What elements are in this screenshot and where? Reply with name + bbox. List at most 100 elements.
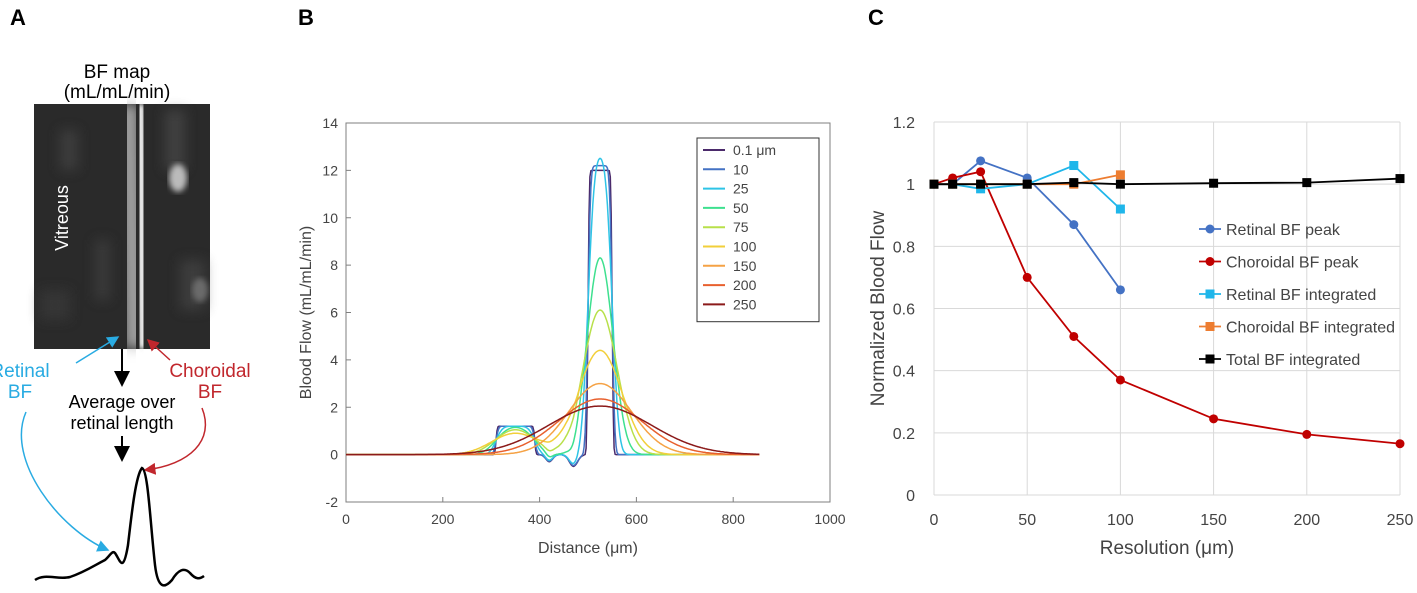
data-point-total-bf-integrated	[1302, 178, 1312, 188]
x-tick-label: 400	[528, 511, 552, 527]
data-point-retinal-bf-integrated	[1115, 204, 1125, 214]
legend-label: 25	[733, 181, 749, 197]
data-point-choroidal-bf-peak	[1069, 331, 1079, 341]
series-line-150	[346, 382, 760, 456]
retinal-bf-label-1: Retinal	[0, 361, 50, 382]
legend-swatch-marker	[1205, 224, 1215, 234]
y-tick-label: 0	[330, 447, 338, 463]
data-point-choroidal-bf-peak	[1302, 429, 1312, 439]
series-line-100	[346, 349, 760, 456]
y-tick-label: 1	[906, 177, 915, 194]
series-line-total-bf-integrated	[934, 177, 1401, 186]
panel-c-legend: Retinal BF peak Choroidal BF peak Retinal …	[1199, 222, 1395, 369]
legend-label: 150	[733, 258, 757, 274]
x-tick-label: 250	[1387, 512, 1414, 529]
legend-label: Choroidal BF integrated	[1226, 320, 1395, 337]
y-tick-label: 6	[330, 305, 338, 321]
panel-c-grid	[933, 121, 1401, 496]
y-tick-label: 8	[330, 257, 338, 273]
y-axis-label: Blood Flow (mL/mL/min)	[298, 226, 315, 399]
bf-profile-curve	[34, 466, 205, 587]
retinal-profile-arrow	[20, 411, 110, 552]
data-point-choroidal-bf-peak	[1209, 414, 1219, 424]
legend-label: 50	[733, 200, 749, 216]
panel-b-legend: 0.1 μm 10 25 50 75 100 150 200 250	[696, 137, 820, 323]
choroidal-bf-label-2: BF	[198, 382, 222, 403]
legend-box	[696, 137, 820, 323]
y-tick-label: 0.2	[893, 426, 915, 443]
data-point-total-bf-integrated	[1069, 178, 1079, 188]
legend-label: 100	[733, 239, 757, 255]
data-point-total-bf-integrated	[929, 179, 939, 189]
choroidal-bf-label-1: Choroidal	[169, 361, 250, 382]
choroidal-profile-arrow	[143, 407, 207, 475]
data-point-choroidal-bf-integrated	[1115, 170, 1125, 180]
choroidal-pointer-arrow	[146, 338, 171, 361]
x-tick-label: 0	[930, 512, 939, 529]
y-tick-label: 2	[330, 399, 338, 415]
data-point-retinal-bf-peak	[976, 156, 986, 166]
data-point-retinal-bf-integrated	[976, 184, 986, 194]
vitreous-label: Vitreous	[52, 185, 72, 251]
legend-label: 10	[733, 161, 749, 177]
data-point-retinal-bf-integrated	[1069, 161, 1079, 171]
legend-label: 200	[733, 277, 757, 293]
data-point-total-bf-integrated	[1209, 178, 1219, 188]
x-tick-label: 1000	[814, 511, 845, 527]
x-tick-label: 600	[625, 511, 649, 527]
x-tick-label: 150	[1200, 512, 1227, 529]
legend-label: Retinal BF integrated	[1226, 287, 1376, 304]
retinal-pointer-arrow	[75, 336, 120, 364]
average-label-2: retinal length	[70, 413, 173, 433]
x-tick-label: 100	[1107, 512, 1134, 529]
x-tick-label: 0	[342, 511, 350, 527]
legend-swatch-marker	[1205, 257, 1215, 266]
data-point-total-bf-integrated	[1395, 174, 1405, 184]
data-point-total-bf-integrated	[976, 179, 986, 189]
x-tick-label: 200	[431, 511, 455, 527]
legend-swatch-marker	[1205, 322, 1215, 331]
data-point-choroidal-bf-peak	[1022, 272, 1032, 282]
panel-c: C 0 50 100 150 200 250 0 0.2 0.4 0.6 0.8 1 1.2 Resolu…	[868, 5, 1413, 559]
data-point-choroidal-bf-peak	[1115, 375, 1125, 385]
x-tick-label: 800	[722, 511, 746, 527]
series-line-250	[346, 405, 760, 456]
y-axis-label: Normalized Blood Flow	[868, 211, 889, 407]
bf-map-unit: (mL/mL/min)	[64, 82, 171, 103]
legend-label: Total BF integrated	[1226, 352, 1360, 369]
series-line-choroidal-bf-peak	[933, 170, 1401, 445]
legend-swatch-marker	[1205, 354, 1215, 364]
y-tick-label: 14	[322, 115, 338, 131]
y-tick-label: 4	[330, 352, 338, 368]
retinal-bf-label-2: BF	[8, 382, 32, 403]
legend-label: 0.1 μm	[733, 142, 776, 158]
y-tick-label: 0.8	[893, 239, 915, 256]
data-point-total-bf-integrated	[948, 179, 958, 189]
y-tick-label: 0.6	[893, 302, 915, 319]
y-tick-label: 12	[322, 162, 338, 178]
data-point-retinal-bf-peak	[1115, 285, 1125, 295]
y-tick-label: -2	[326, 494, 339, 510]
data-point-choroidal-bf-peak	[1395, 439, 1405, 449]
legend-swatch-marker	[1205, 289, 1215, 299]
panel-a: A BF map (mL/mL/min) Vitreous Retinal BF…	[0, 5, 251, 587]
panel-b: B 0 200 400 600 800 1000-202468101214Distance…	[298, 5, 846, 557]
y-tick-label: 10	[322, 210, 338, 226]
x-axis-label: Distance (μm)	[538, 540, 638, 557]
bf-map-image	[34, 103, 210, 350]
panel-c-series	[929, 156, 1405, 449]
bf-map-title: BF map	[84, 62, 151, 83]
x-tick-label: 50	[1018, 512, 1036, 529]
panel-c-axes: 0 50 100 150 200 250 0 0.2 0.4 0.6 0.8 1 1.2 Resoluti…	[868, 115, 1413, 559]
y-tick-label: 0.4	[893, 364, 915, 381]
panel-b-series	[346, 157, 760, 468]
average-label-1: Average over	[69, 392, 176, 412]
data-point-choroidal-bf-peak	[976, 167, 986, 177]
y-tick-label: 0	[906, 488, 915, 505]
legend-label: Choroidal BF peak	[1226, 255, 1360, 272]
data-point-retinal-bf-peak	[1069, 220, 1079, 230]
panel-letter-c: C	[868, 5, 884, 30]
panel-letter-a: A	[10, 5, 26, 30]
